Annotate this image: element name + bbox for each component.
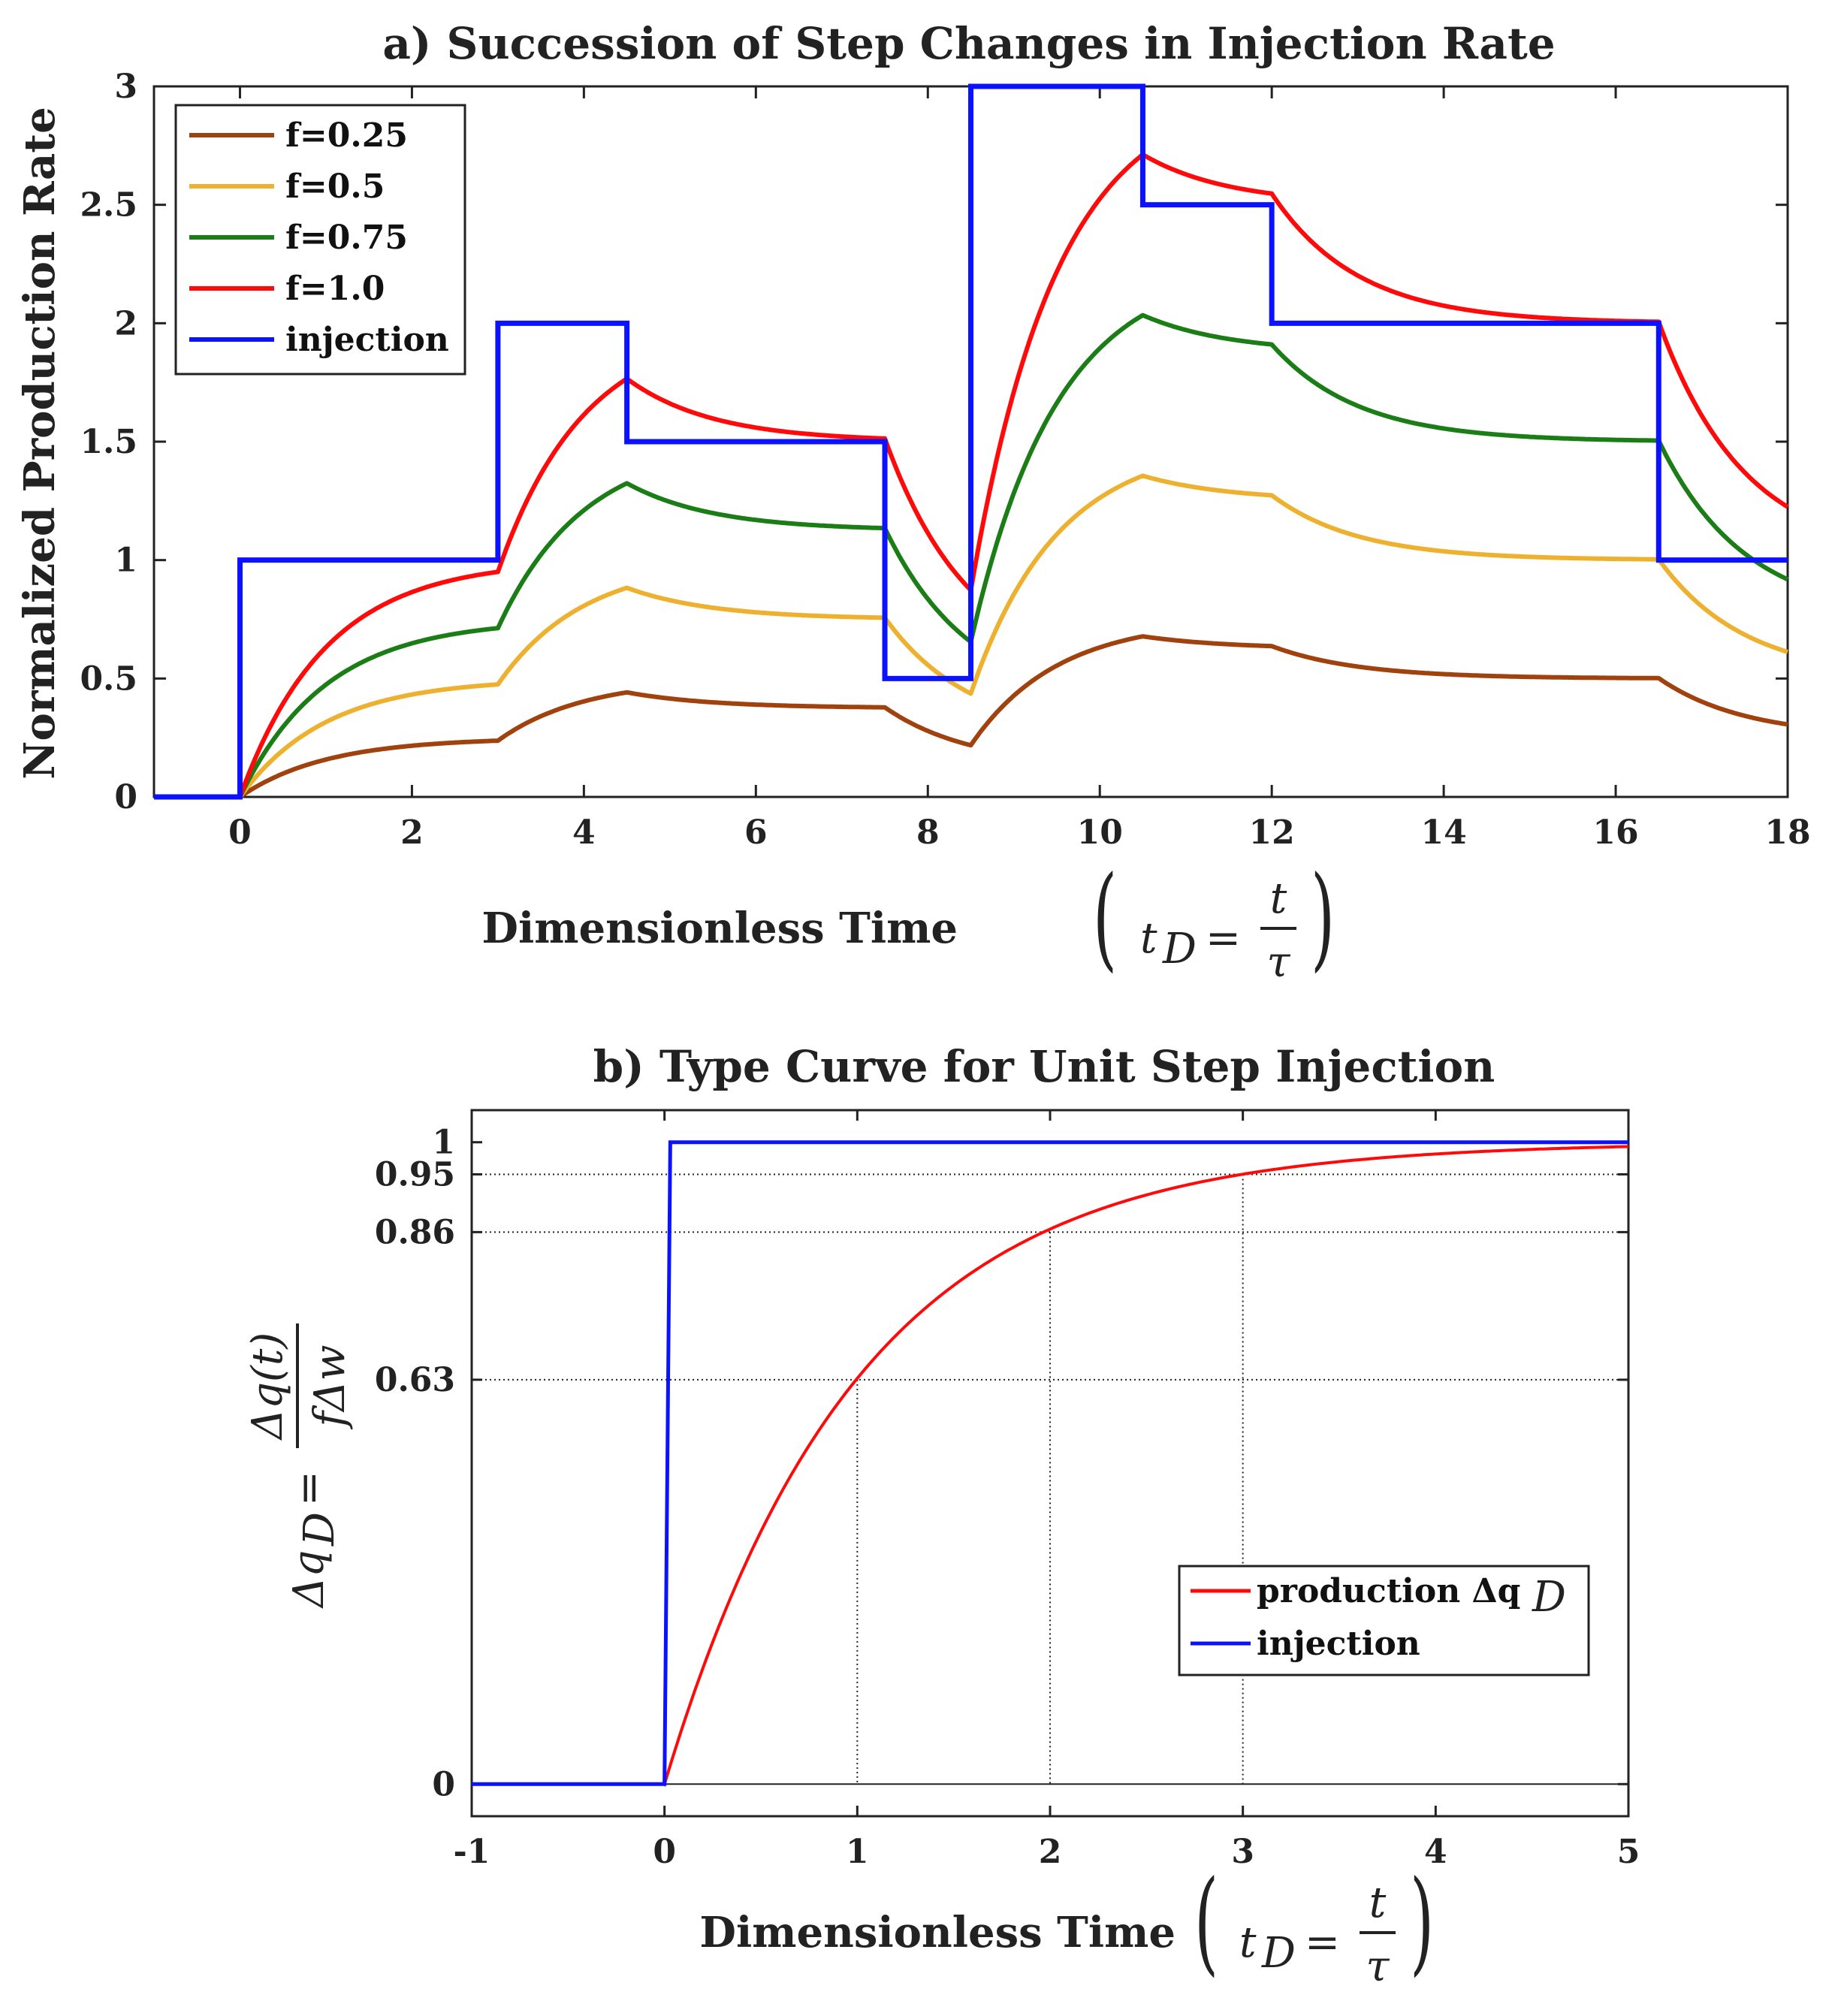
panel-a-legend-label: f=0.5 — [285, 167, 385, 206]
panel-a-legend: f=0.25 f=0.5 f=0.75 f=1.0 injection — [174, 104, 466, 376]
panel-a-series-f-1-0 — [237, 152, 1789, 798]
panel-b-ytick-label: 1 — [432, 1124, 455, 1162]
panel-a-ytick-label: 0 — [114, 778, 137, 816]
panel-a-xlabel-lhs: t — [1140, 914, 1157, 963]
panel-b-xlabel-sub: D — [1261, 1929, 1296, 1978]
panel-a-title: a) Succession of Step Changes in Injecti… — [382, 18, 1555, 69]
panel-a-axes: 0 2 4 6 8 10 12 14 16 18 0 0.5 1 1.5 2 2.5 3 — [80, 68, 1810, 852]
panel-a-series-f-0-25 — [238, 634, 1788, 799]
panel-b-legend-label: production Δq — [1257, 1572, 1520, 1610]
panel-b-xlabel-close-paren: ) — [1410, 1856, 1434, 1987]
panel-a-xtick-label: 16 — [1592, 813, 1638, 852]
panel-a: a) Succession of Step Changes in Injecti… — [15, 18, 1811, 987]
panel-b-xlabel-text: Dimensionless Time — [699, 1908, 1176, 1957]
panel-b-ylabel-num: Δq(t) — [243, 1332, 292, 1441]
panel-b-ytick-label: 0 — [432, 1765, 455, 1803]
panel-a-xtick-label: 10 — [1077, 813, 1123, 852]
panel-a-legend-label: f=0.25 — [285, 116, 408, 155]
panel-a-series-f-0-5 — [238, 473, 1788, 798]
panel-a-xlabel-eq: = — [1206, 914, 1241, 963]
panel-a-ytick-label: 1.5 — [80, 423, 137, 461]
panel-b-series-injection — [472, 1140, 1628, 1786]
panel-b-ylabel-eq: = — [285, 1471, 333, 1506]
panel-b-legend-box — [1178, 1565, 1590, 1676]
panel-a-series-f-0-75 — [237, 312, 1789, 798]
panel-b-xlabel-den: τ — [1366, 1942, 1390, 1991]
panel-a-xlabel-den: τ — [1267, 938, 1291, 987]
panel-a-xlabel-close-paren: ) — [1311, 852, 1335, 983]
panel-b-xtick-label: 2 — [1039, 1833, 1062, 1871]
panel-a-xlabel-sub: D — [1162, 925, 1197, 973]
panel-b-ytick-label: 0.86 — [375, 1213, 455, 1251]
panel-b-xtick-label: 3 — [1231, 1833, 1254, 1871]
panel-a-xtick-label: 6 — [744, 813, 768, 852]
panel-a-series-injection — [154, 83, 1788, 800]
panel-b-xlabel: Dimensionless Time ( t D = t τ ) — [699, 1856, 1434, 1991]
panel-b-ylabel-den: fΔw — [306, 1345, 355, 1429]
panel-b-ylabel: Δq D = Δq(t) fΔw — [243, 1323, 355, 1609]
panel-a-xlabel-num: t — [1270, 874, 1287, 923]
panel-a-ytick-label: 2 — [114, 304, 137, 343]
panel-b-series-production — [472, 1145, 1629, 1787]
panel-b-xtick-label: 1 — [846, 1833, 869, 1871]
panel-b-xlabel-lhs: t — [1239, 1918, 1257, 1967]
panel-a-xtick-label: 18 — [1764, 813, 1810, 852]
panel-a-ytick-label: 2.5 — [80, 186, 137, 225]
panel-a-xtick-label: 14 — [1420, 813, 1466, 852]
panel-a-ytick-label: 1 — [114, 542, 137, 580]
panel-a-xlabel-open-paren: ( — [1093, 852, 1117, 983]
panel-b-xlabel-open-paren: ( — [1194, 1856, 1218, 1987]
panel-a-curves — [154, 83, 1789, 800]
panel-a-xlabel-text: Dimensionless Time — [481, 904, 958, 953]
panel-b-axes: -1 0 1 2 3 4 500.630.860.951 — [375, 1110, 1640, 1871]
panel-b-xtick-label: 0 — [653, 1833, 676, 1871]
panel-b-xlabel-num: t — [1369, 1879, 1387, 1927]
panel-b-xtick-label: 4 — [1424, 1833, 1447, 1871]
panel-b: b) Type Curve for Unit Step Injection -1… — [243, 1041, 1640, 1991]
panel-a-legend-label: f=1.0 — [285, 270, 385, 308]
panel-a-xtick-label: 4 — [572, 813, 596, 852]
panel-a-xtick-label: 8 — [916, 813, 940, 852]
panel-b-legend-label: injection — [1257, 1625, 1420, 1663]
panel-a-ylabel: Normalized Production Rate — [15, 107, 65, 779]
panel-b-xtick-label: -1 — [454, 1833, 490, 1871]
panel-b-curves — [472, 1140, 1629, 1787]
panel-b-ylabel-sub: D — [295, 1512, 344, 1547]
panel-a-xtick-label: 12 — [1249, 813, 1295, 852]
panel-a-legend-label: f=0.75 — [285, 219, 408, 257]
panel-b-ylabel-lhs: Δq — [285, 1550, 333, 1609]
panel-a-legend-label: injection — [285, 321, 449, 359]
panel-a-xtick-label: 0 — [228, 813, 252, 852]
panel-b-title: b) Type Curve for Unit Step Injection — [593, 1041, 1495, 1092]
panel-a-ytick-label: 0.5 — [80, 659, 137, 698]
panel-a-ytick-label: 3 — [114, 68, 137, 106]
panel-b-ytick-label: 0.63 — [375, 1361, 455, 1399]
panel-a-xtick-label: 2 — [400, 813, 424, 852]
panel-b-legend-label-sub: D — [1532, 1573, 1566, 1622]
panel-b-xlabel-eq: = — [1305, 1918, 1340, 1967]
panel-b-xtick-label: 5 — [1617, 1833, 1640, 1871]
panel-a-xlabel: Dimensionless Time ( t D = t τ ) — [481, 852, 1335, 987]
panel-b-ytick-label: 0.95 — [375, 1155, 455, 1194]
